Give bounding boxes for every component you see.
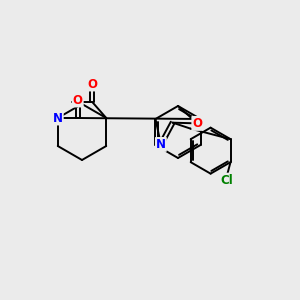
Text: O: O (192, 117, 202, 130)
Text: N: N (156, 138, 166, 151)
Text: Cl: Cl (220, 174, 233, 187)
Text: O: O (73, 94, 83, 106)
Text: O: O (87, 77, 97, 91)
Text: N: N (53, 112, 63, 124)
